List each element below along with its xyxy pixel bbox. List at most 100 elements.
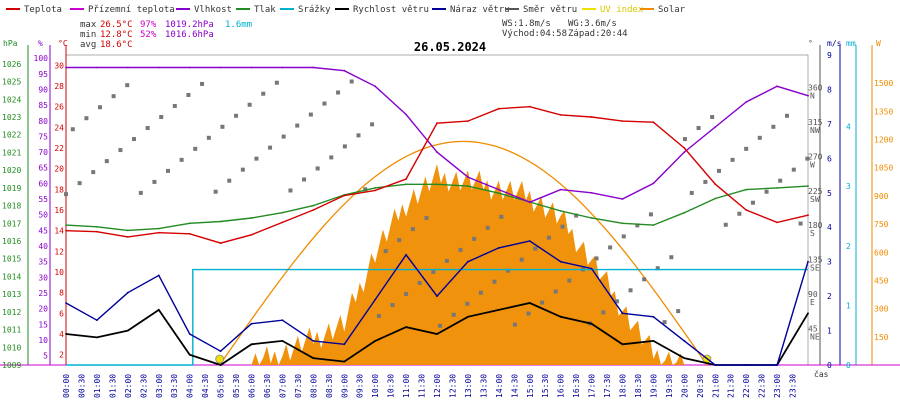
tick-wind-9: 0 (827, 361, 832, 370)
series-point (745, 364, 748, 366)
wg-info: WG:3.6m/s (568, 19, 617, 29)
wind-direction-point (125, 83, 130, 88)
series-point (96, 336, 98, 339)
x-tick-label-21: 10:30 (387, 374, 396, 398)
wind-direction-point (594, 256, 599, 261)
x-tick-label-35: 17:30 (603, 374, 612, 398)
series-line-srážky (66, 268, 808, 366)
wind-direction-point (608, 245, 613, 250)
tick-solar-2: 1200 (874, 136, 893, 145)
series-point (497, 247, 500, 249)
max-temp: 26.5°C (100, 20, 133, 30)
tick-humidity-17: 15 (38, 320, 48, 329)
x-tick-label-24: 12:00 (433, 374, 442, 398)
wind-direction-point (329, 155, 334, 160)
wind-direction-point (254, 156, 259, 161)
tick-wind-0: 9 (827, 51, 832, 60)
tick-direction-name-2: W (810, 160, 815, 169)
tick-humidity-12: 40 (38, 242, 48, 251)
wind-direction-point (281, 134, 286, 139)
series-point (528, 201, 531, 204)
ws-info: WS:1.8m/s (502, 19, 551, 29)
wind-info-block: WS:1.8m/s WG:3.6m/s Východ:04:58 Západ:2… (502, 19, 628, 39)
series-point (281, 319, 284, 322)
series-point (559, 188, 562, 191)
series-point (683, 151, 686, 154)
legend-label-7: Směr větru (523, 5, 577, 15)
x-tick-label-2: 01:00 (93, 374, 102, 398)
wind-direction-point (227, 178, 232, 183)
max-press: 1019.2hPa (165, 20, 214, 30)
series-point (621, 222, 624, 225)
degc-unit: °C (58, 39, 68, 48)
min-temp: 12.8°C (100, 30, 133, 40)
series-point (96, 66, 98, 69)
series-point (652, 121, 655, 124)
tick-pressure-14: 1012 (2, 308, 21, 317)
series-point (528, 240, 531, 242)
series-point (281, 221, 284, 224)
series-point (621, 343, 624, 346)
series-point (405, 326, 407, 328)
tick-temperature-7: 16 (54, 206, 64, 215)
series-point (807, 312, 809, 315)
x-tick-label-17: 08:30 (325, 374, 334, 398)
tick-pressure-13: 1013 (2, 290, 21, 299)
wind-direction-point (478, 290, 483, 295)
tick-rain-3: 1 (846, 301, 851, 310)
tick-rain-2: 2 (846, 242, 851, 251)
x-tick-label-27: 13:30 (479, 374, 488, 398)
wind-direction-point (70, 127, 75, 132)
tick-pressure-3: 1023 (2, 113, 21, 122)
legend: Teplota Přízemní teplota Vlhkost Tlak Srážky… (6, 5, 686, 15)
tick-pressure-17: 1009 (2, 361, 21, 370)
series-point (776, 187, 778, 189)
series-point (250, 233, 253, 236)
series-point (343, 69, 346, 72)
wind-direction-point (200, 81, 205, 86)
tick-direction-0: 360 (808, 83, 823, 92)
series-point (281, 340, 284, 342)
series-point (312, 66, 315, 69)
x-tick-label-3: 01:30 (108, 374, 117, 398)
x-tick-label-40: 20:00 (680, 374, 689, 398)
wind-direction-point (268, 145, 273, 150)
series-point (436, 151, 438, 154)
x-tick-label-46: 23:00 (773, 374, 782, 398)
wind-direction-point (376, 314, 381, 319)
x-tick-label-6: 03:00 (155, 374, 164, 398)
min-label: min (80, 30, 96, 40)
series-point (250, 217, 253, 219)
series-point (188, 66, 191, 69)
wind-direction-point (166, 168, 171, 173)
tick-humidity-4: 80 (38, 117, 48, 126)
tick-humidity-6: 70 (38, 148, 48, 157)
x-axis-labels: 00:00 00:30 01:00 01:30 02:00 02:30 03:00 03:30… (62, 374, 798, 398)
series-point (65, 229, 67, 232)
wind-direction-point (91, 170, 96, 175)
min-hum: 52% (140, 30, 157, 40)
tick-humidity-15: 25 (38, 289, 48, 298)
tick-pressure-4: 1022 (2, 131, 21, 140)
solar-theoretical-curve (219, 140, 708, 366)
x-tick-label-34: 17:00 (588, 374, 597, 398)
tick-solar-6: 600 (874, 248, 889, 257)
x-tick-label-45: 22:30 (758, 374, 767, 398)
wind-direction-point (567, 278, 572, 283)
wind-direction-point (186, 92, 191, 97)
series-point (65, 302, 67, 304)
x-tick-label-9: 04:30 (201, 374, 210, 398)
series-point (467, 185, 469, 188)
series-point (590, 116, 593, 118)
series-point (776, 364, 778, 366)
x-tick-label-0: 00:00 (62, 374, 71, 398)
tick-humidity-13: 35 (38, 258, 48, 267)
x-tick-label-44: 22:00 (742, 374, 751, 398)
series-point (312, 357, 315, 359)
x-tick-label-36: 18:00 (619, 374, 628, 398)
wind-direction-point (723, 222, 728, 227)
wind-direction-point (84, 116, 89, 121)
series-point (497, 188, 500, 191)
wind-direction-point (784, 113, 789, 118)
x-tick-label-31: 15:30 (541, 374, 550, 398)
